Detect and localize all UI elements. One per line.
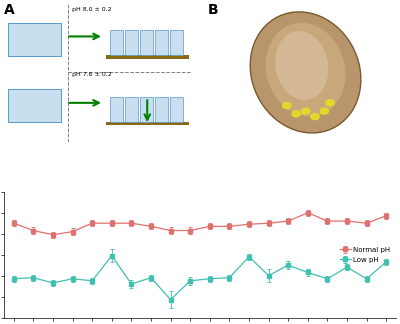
FancyBboxPatch shape <box>8 89 60 122</box>
Circle shape <box>282 103 291 109</box>
Text: pH 7.6 ± 0.2: pH 7.6 ± 0.2 <box>72 72 112 77</box>
FancyBboxPatch shape <box>170 97 183 122</box>
Ellipse shape <box>250 12 361 133</box>
Text: B: B <box>208 3 218 17</box>
Bar <box>106 122 189 125</box>
FancyBboxPatch shape <box>125 97 138 122</box>
FancyBboxPatch shape <box>140 30 153 55</box>
FancyBboxPatch shape <box>110 30 123 55</box>
Circle shape <box>292 111 300 117</box>
Circle shape <box>311 114 319 120</box>
FancyBboxPatch shape <box>170 30 183 55</box>
FancyBboxPatch shape <box>125 30 138 55</box>
Legend: Normal pH, Low pH: Normal pH, Low pH <box>338 245 392 265</box>
Text: A: A <box>4 3 15 17</box>
Circle shape <box>326 100 334 106</box>
Circle shape <box>301 108 310 114</box>
Ellipse shape <box>275 31 328 100</box>
FancyBboxPatch shape <box>155 30 168 55</box>
Bar <box>106 55 189 59</box>
FancyBboxPatch shape <box>8 23 60 56</box>
FancyBboxPatch shape <box>155 97 168 122</box>
FancyBboxPatch shape <box>110 97 123 122</box>
Ellipse shape <box>266 23 346 117</box>
Circle shape <box>320 108 328 114</box>
FancyBboxPatch shape <box>140 97 153 122</box>
Text: pH 8.0 ± 0.2: pH 8.0 ± 0.2 <box>72 7 112 12</box>
